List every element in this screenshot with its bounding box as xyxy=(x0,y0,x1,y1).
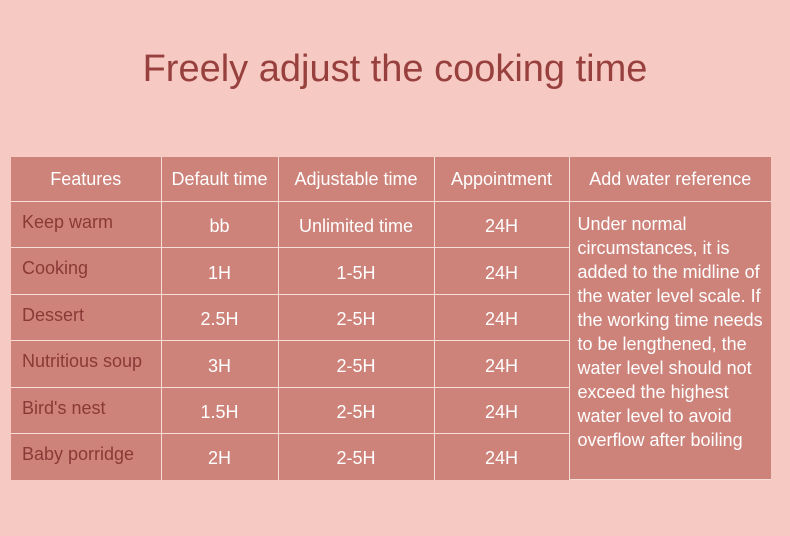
feature-cell: Keep warm xyxy=(11,200,162,249)
default-time-cell: 2.5H xyxy=(160,293,279,342)
header-appointment: Appointment xyxy=(433,157,570,202)
page-title: Freely adjust the cooking time xyxy=(142,48,648,90)
water-reference-cell: Under normal circumstances, it is added … xyxy=(568,201,771,480)
appointment-cell: 24H xyxy=(433,340,569,388)
table-row: Bird's nest 1.5H 2-5H 24H xyxy=(11,386,771,435)
adjustable-time-cell: 2-5H xyxy=(277,433,435,480)
feature-cell: Cooking xyxy=(11,247,162,295)
cooking-time-table: Features Default time Adjustable time Ap… xyxy=(11,157,771,480)
adjustable-time-cell: Unlimited time xyxy=(277,200,435,249)
feature-cell: Nutritious soup xyxy=(11,340,162,388)
header-features: Features xyxy=(11,157,162,202)
table-header-row: Features Default time Adjustable time Ap… xyxy=(11,157,771,202)
appointment-cell: 24H xyxy=(433,200,570,249)
table-row: Keep warm bb Unlimited time 24H Under no… xyxy=(11,200,771,480)
adjustable-time-cell: 1-5H xyxy=(277,247,435,295)
appointment-cell: 24H xyxy=(433,386,569,435)
feature-cell: Baby porridge xyxy=(11,433,162,480)
appointment-cell: 24H xyxy=(433,433,569,480)
feature-cell: Bird's nest xyxy=(11,386,162,435)
default-time-cell: 1H xyxy=(160,247,279,295)
default-time-cell: 1.5H xyxy=(160,386,279,435)
default-time-cell: 3H xyxy=(160,340,279,388)
feature-cell: Dessert xyxy=(11,293,162,342)
table-row: Dessert 2.5H 2-5H 24H xyxy=(11,293,771,342)
header-water-reference: Add water reference xyxy=(568,157,771,202)
header-default-time: Default time xyxy=(160,157,279,202)
table-row: Baby porridge 2H 2-5H 24H xyxy=(11,433,771,480)
header-adjustable-time: Adjustable time xyxy=(277,157,435,202)
appointment-cell: 24H xyxy=(433,247,569,295)
adjustable-time-cell: 2-5H xyxy=(277,293,435,342)
adjustable-time-cell: 2-5H xyxy=(277,386,435,435)
adjustable-time-cell: 2-5H xyxy=(277,340,435,388)
table-row: Nutritious soup 3H 2-5H 24H xyxy=(11,340,771,388)
default-time-cell: bb xyxy=(160,200,279,249)
appointment-cell: 24H xyxy=(433,293,569,342)
default-time-cell: 2H xyxy=(160,433,279,480)
